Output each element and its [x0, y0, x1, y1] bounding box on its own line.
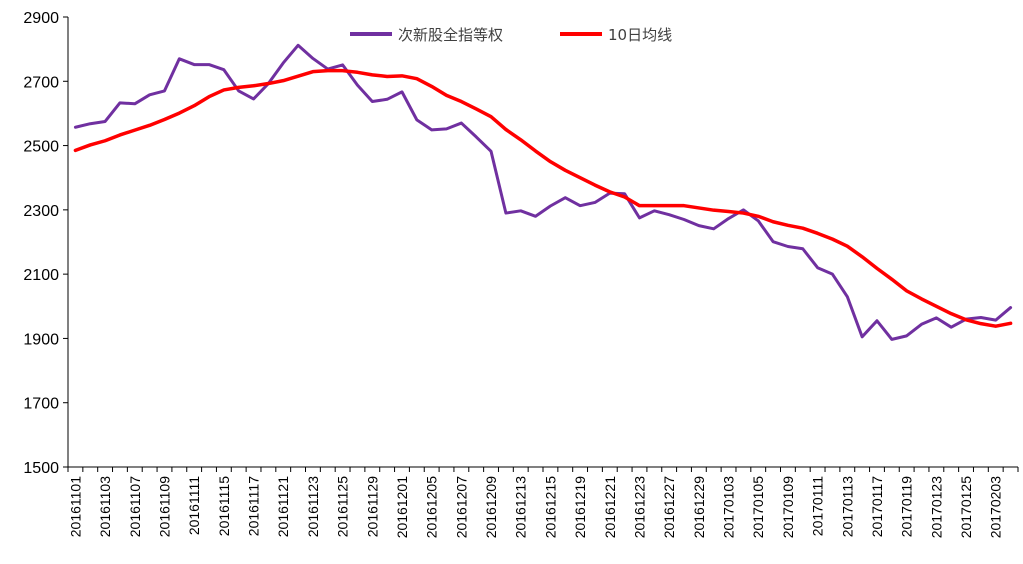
x-axis: 20161101 20161103 20161107 20161109 20161111… [67, 466, 1019, 539]
x-tick-label: 20170117 [869, 476, 885, 537]
x-tick-label: 20161121 [275, 476, 291, 537]
y-tick-label: 2300 [23, 203, 59, 220]
x-tick-label: 20161107 [127, 476, 143, 537]
x-tick-label: 20161103 [97, 476, 113, 537]
x-tick-label: 20161201 [394, 476, 410, 539]
x-tick-label: 20170109 [780, 476, 796, 539]
x-tick-label: 20161207 [453, 476, 469, 539]
x-tick-label: 20161223 [631, 476, 647, 539]
legend-label-series-2: 10日均线 [608, 26, 672, 44]
x-tick-label: 20161125 [335, 476, 351, 537]
x-tick-label: 20170111 [810, 476, 826, 536]
legend-label-series-1: 次新股全指等权 [398, 26, 503, 44]
x-tick-label: 20170103 [721, 476, 737, 539]
x-tick-label: 20161101 [67, 476, 83, 537]
x-tick-label: 20170119 [899, 476, 915, 537]
series-layer [73, 43, 1013, 341]
y-tick-label: 2700 [23, 74, 59, 91]
x-tick-label: 20161111 [186, 476, 202, 535]
x-tick-label: 20161109 [156, 476, 172, 537]
x-tick-label: 20161117 [246, 476, 262, 536]
legend: 次新股全指等权 10日均线 [350, 26, 672, 44]
y-tick-label: 2100 [23, 267, 59, 284]
x-tick-label: 20170105 [750, 476, 766, 539]
y-axis: 1500 1700 1900 2100 2300 2500 2700 2900 [23, 10, 69, 477]
x-tick-label: 20161219 [572, 476, 588, 539]
x-tick-label: 20161209 [483, 476, 499, 539]
x-tick-label: 20161221 [602, 476, 618, 539]
series-line-2 [73, 68, 1013, 328]
x-tick-label: 20161213 [513, 476, 529, 539]
x-tick-label: 20161123 [305, 476, 321, 537]
x-tick-label: 20161115 [216, 476, 232, 536]
y-tick-label: 1500 [23, 460, 59, 477]
x-tick-label: 20161227 [661, 476, 677, 539]
x-tick-label: 20161129 [364, 476, 380, 537]
x-tick-label: 20161215 [542, 476, 558, 539]
x-tick-label: 20161205 [424, 476, 440, 539]
y-tick-label: 2500 [23, 139, 59, 156]
x-tick-label: 20161229 [691, 476, 707, 539]
x-tick-label: 20170113 [839, 476, 855, 537]
y-tick-label: 2900 [23, 10, 59, 27]
y-tick-label: 1700 [23, 396, 59, 413]
x-tick-label: 20170203 [988, 476, 1004, 539]
x-tick-label: 20170123 [928, 476, 944, 539]
y-tick-label: 1900 [23, 331, 59, 348]
series-line-1 [73, 43, 1013, 341]
x-tick-label: 20170125 [958, 476, 974, 539]
